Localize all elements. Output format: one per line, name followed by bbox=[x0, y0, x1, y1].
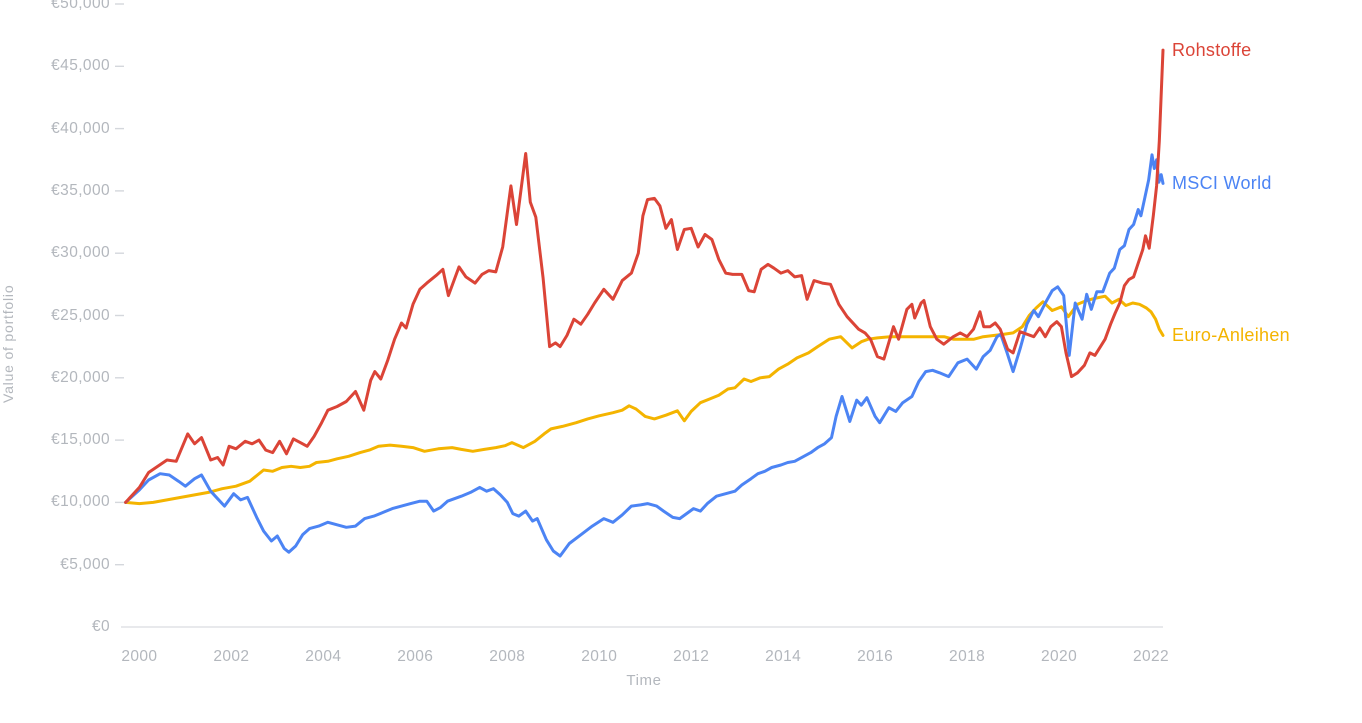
x-tick-label: 2014 bbox=[765, 648, 802, 665]
y-tick-label: €10,000 bbox=[51, 493, 110, 511]
y-tick-label: €50,000 bbox=[51, 0, 110, 12]
x-tick-label: 2022 bbox=[1132, 648, 1170, 665]
series-line-rohstoffe bbox=[124, 48, 1165, 504]
x-tick-label: 2008 bbox=[489, 648, 526, 665]
x-tick-label: 2012 bbox=[673, 648, 710, 665]
x-tick-label: 2000 bbox=[121, 648, 158, 665]
x-tick-label: 2018 bbox=[949, 648, 986, 665]
y-tick-label: €5,000 bbox=[60, 555, 110, 573]
x-tick-label: 2004 bbox=[305, 648, 342, 665]
y-tick-label: €30,000 bbox=[51, 244, 110, 262]
y-tick-label: €40,000 bbox=[51, 119, 110, 137]
series-line-euro-anleihen bbox=[124, 294, 1165, 506]
series-label-rohstoffe: Rohstoffe bbox=[1172, 40, 1252, 61]
y-tick-label: €35,000 bbox=[51, 181, 110, 199]
series-line-msci-world bbox=[124, 153, 1165, 558]
y-tick-label: €0 bbox=[91, 618, 110, 635]
series-label-msci-world: MSCI World bbox=[1172, 173, 1272, 194]
x-axis-title: Time bbox=[626, 672, 662, 689]
y-tick-label: €15,000 bbox=[51, 431, 110, 449]
x-tick-label: 2016 bbox=[857, 648, 894, 665]
y-tick-label: €20,000 bbox=[51, 368, 110, 386]
y-tick-label: €45,000 bbox=[51, 57, 110, 75]
x-tick-label: 2010 bbox=[581, 648, 618, 665]
x-tick-label: 2020 bbox=[1041, 648, 1078, 665]
y-tick-label: €25,000 bbox=[51, 306, 110, 324]
x-tick-label: 2006 bbox=[397, 648, 434, 665]
series-label-euro-anleihen: Euro-Anleihen bbox=[1172, 325, 1290, 346]
x-tick-label: 2002 bbox=[213, 648, 250, 665]
